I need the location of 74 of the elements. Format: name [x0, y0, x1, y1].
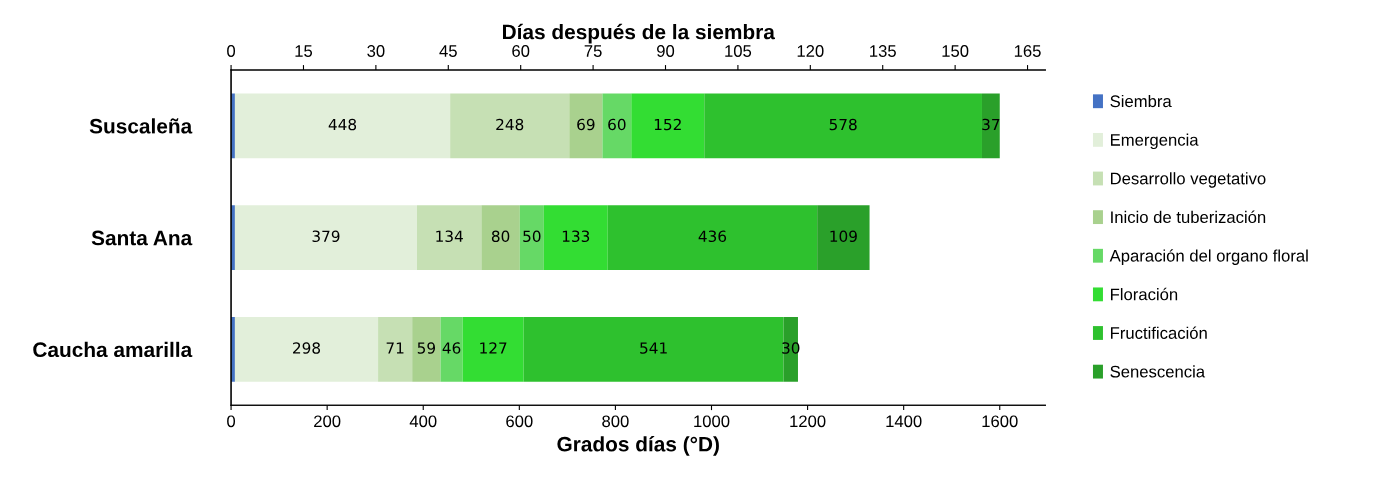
bar — [450, 93, 570, 159]
x2-tick-label: 135 — [870, 45, 896, 57]
x2-axis-title: Días después de la siembra — [503, 23, 776, 44]
bar — [519, 205, 544, 270]
data-label: 69 — [577, 118, 595, 131]
bar — [412, 316, 441, 382]
bar — [981, 93, 1000, 159]
data-label: 541 — [640, 342, 667, 354]
bar — [234, 93, 451, 159]
data-label: 60 — [608, 118, 626, 131]
data-label: 37 — [982, 118, 1000, 131]
bar — [481, 205, 520, 270]
bar — [817, 205, 870, 270]
data-label: 436 — [698, 230, 727, 243]
data-label: 127 — [480, 342, 507, 354]
data-label: 71 — [386, 342, 404, 354]
legend-label: Siembra — [1110, 94, 1172, 108]
data-label: 448 — [328, 118, 357, 131]
x2-tick-label: 0 — [227, 45, 236, 57]
x2-tick-label: 105 — [725, 45, 752, 57]
data-label: 298 — [293, 342, 321, 354]
legend-label: Aparación del organo floral — [1109, 249, 1308, 265]
x-axis-title: Grados días (°D) — [557, 436, 719, 456]
x2-tick-label: 150 — [942, 45, 969, 57]
legend-label: Inicio de tuberización — [1111, 210, 1266, 224]
bar — [704, 93, 982, 159]
y-tick-label: Caucha amarilla — [33, 341, 193, 358]
y-tick-label: Suscaleña — [89, 118, 193, 134]
x2-tick-label: 60 — [512, 45, 530, 57]
x2-tick-label: 90 — [657, 45, 675, 57]
x-tick-label: 800 — [602, 415, 629, 428]
x-tick-label: 1400 — [886, 415, 922, 428]
bar — [543, 205, 608, 270]
x-tick-label: 200 — [314, 415, 341, 428]
x-tick-label: 0 — [227, 415, 236, 428]
bar — [440, 316, 463, 382]
bar — [462, 316, 524, 382]
data-label: 80 — [491, 230, 510, 243]
x-tick-label: 1200 — [790, 415, 826, 428]
x2-tick-label: 45 — [439, 45, 457, 57]
x2-tick-label: 15 — [295, 45, 313, 57]
x2-tick-label: 30 — [367, 45, 385, 57]
data-label: 134 — [436, 230, 463, 243]
data-label: 248 — [496, 118, 524, 131]
legend-label: Floración — [1111, 287, 1178, 301]
data-label: 50 — [523, 230, 541, 243]
data-label: 109 — [830, 230, 857, 243]
bar — [417, 205, 482, 270]
bar — [523, 316, 784, 382]
x-tick-label: 1600 — [982, 415, 1018, 428]
y-tick-label: Santa Ana — [91, 230, 193, 246]
bar — [569, 93, 603, 159]
bar — [607, 205, 818, 270]
x2-tick-label: 165 — [1014, 45, 1041, 57]
bar — [602, 93, 632, 159]
x-tick-label: 600 — [506, 415, 533, 428]
legend-label: Senescencia — [1110, 365, 1206, 378]
legend-label: Emergencia — [1111, 133, 1199, 150]
x-tick-label: 400 — [409, 415, 437, 428]
data-label: 152 — [654, 118, 681, 131]
x2-tick-label: 120 — [797, 45, 824, 57]
bar — [378, 316, 413, 382]
bar — [234, 205, 417, 270]
bar — [234, 316, 379, 382]
legend-label: Fructificación — [1111, 326, 1207, 339]
data-label: 46 — [442, 342, 461, 354]
x2-tick-label: 75 — [584, 45, 602, 57]
data-label: 578 — [829, 118, 857, 131]
bar — [631, 93, 705, 159]
data-label: 379 — [312, 230, 340, 243]
data-label: 133 — [562, 230, 590, 243]
x-tick-label: 1000 — [694, 415, 730, 428]
legend-label: Desarrollo vegetativo — [1111, 172, 1266, 188]
data-label: 59 — [417, 342, 436, 354]
